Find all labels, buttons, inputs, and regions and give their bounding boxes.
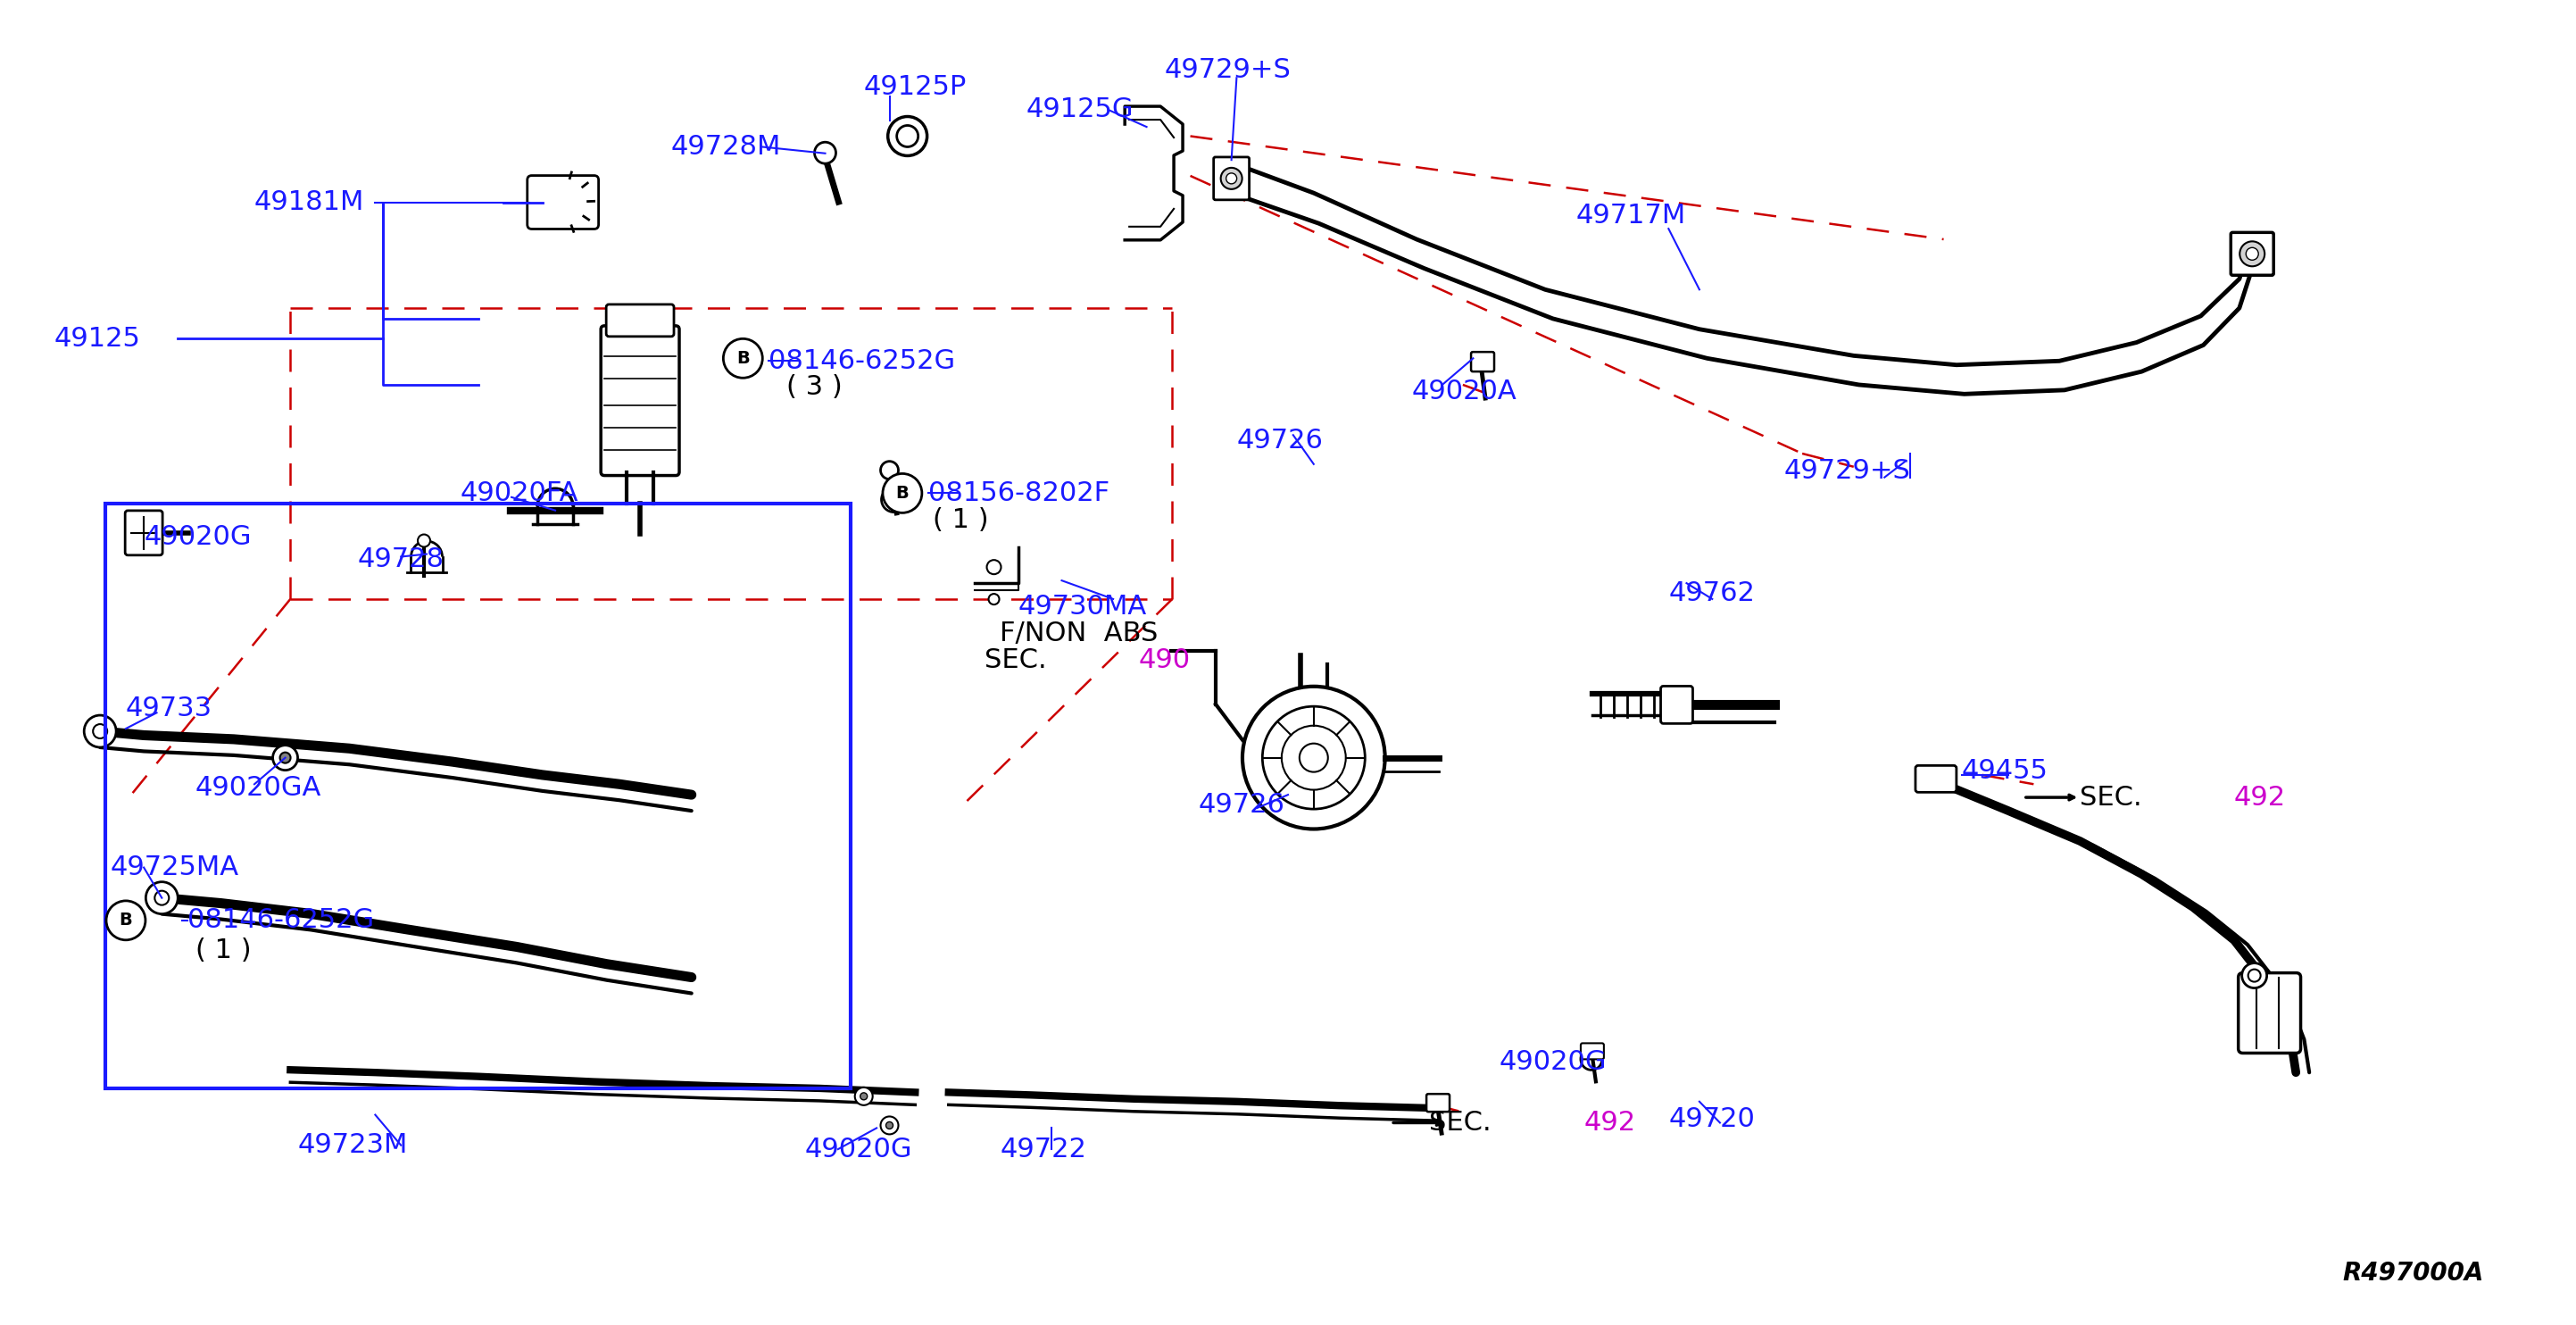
Text: SEC.: SEC. <box>984 647 1064 673</box>
FancyBboxPatch shape <box>1582 1043 1605 1059</box>
Text: 49181M: 49181M <box>255 189 366 215</box>
Circle shape <box>273 745 299 770</box>
Text: 49729+S: 49729+S <box>1164 57 1291 83</box>
FancyBboxPatch shape <box>1662 686 1692 723</box>
Text: 49020A: 49020A <box>1412 379 1517 404</box>
FancyBboxPatch shape <box>1917 766 1955 792</box>
Circle shape <box>1298 743 1329 772</box>
Text: 49717M: 49717M <box>1577 203 1685 228</box>
Text: 49730MA: 49730MA <box>1018 594 1146 620</box>
Text: 49726: 49726 <box>1236 428 1324 453</box>
FancyBboxPatch shape <box>126 510 162 555</box>
Text: 49723M: 49723M <box>299 1133 407 1158</box>
Text: 49729+S: 49729+S <box>1785 458 1911 484</box>
FancyBboxPatch shape <box>605 305 675 337</box>
Circle shape <box>147 882 178 914</box>
Text: 49125P: 49125P <box>863 74 966 101</box>
Circle shape <box>881 488 907 511</box>
Circle shape <box>814 142 835 163</box>
Circle shape <box>2239 241 2264 266</box>
Text: 49733: 49733 <box>126 696 211 722</box>
Text: 49020FA: 49020FA <box>461 480 580 506</box>
Circle shape <box>281 753 291 763</box>
Text: 49455: 49455 <box>1963 758 2048 784</box>
FancyBboxPatch shape <box>528 175 598 229</box>
Text: 492: 492 <box>2233 784 2285 811</box>
Circle shape <box>417 534 430 547</box>
Circle shape <box>884 473 922 513</box>
Circle shape <box>2246 248 2259 260</box>
FancyBboxPatch shape <box>1427 1094 1450 1112</box>
Text: ( 1 ): ( 1 ) <box>196 938 250 963</box>
Text: 49020GA: 49020GA <box>196 775 322 802</box>
Circle shape <box>1582 1048 1602 1071</box>
Text: 49125: 49125 <box>54 326 139 351</box>
Text: 49722: 49722 <box>999 1137 1087 1162</box>
Text: 49125G: 49125G <box>1025 97 1133 123</box>
Text: B: B <box>118 912 131 929</box>
Text: 49020G: 49020G <box>1499 1049 1607 1075</box>
Circle shape <box>1242 686 1386 829</box>
Circle shape <box>1226 174 1236 184</box>
FancyBboxPatch shape <box>2231 232 2275 276</box>
Text: 08146-6252G: 08146-6252G <box>188 908 374 933</box>
FancyBboxPatch shape <box>1471 352 1494 371</box>
Text: 49726: 49726 <box>1198 792 1285 819</box>
Circle shape <box>889 117 927 156</box>
Text: SEC.: SEC. <box>1430 1110 1510 1136</box>
Circle shape <box>855 1088 873 1105</box>
Text: ( 3 ): ( 3 ) <box>786 375 842 400</box>
Text: 49762: 49762 <box>1669 580 1754 607</box>
Text: 49728: 49728 <box>358 546 443 572</box>
Text: 49020G: 49020G <box>804 1137 912 1162</box>
Text: 492: 492 <box>1584 1110 1636 1136</box>
Circle shape <box>987 560 1002 574</box>
Circle shape <box>1221 168 1242 189</box>
Circle shape <box>106 901 144 939</box>
FancyBboxPatch shape <box>600 326 680 476</box>
Circle shape <box>724 339 762 378</box>
Circle shape <box>85 716 116 747</box>
Circle shape <box>860 1093 868 1100</box>
Text: B: B <box>737 350 750 367</box>
Circle shape <box>881 1117 899 1134</box>
Text: F/NON  ABS: F/NON ABS <box>999 620 1159 647</box>
Text: B: B <box>896 485 909 502</box>
Text: 08146-6252G: 08146-6252G <box>768 348 956 374</box>
Text: SEC.: SEC. <box>2079 784 2159 811</box>
Text: R497000A: R497000A <box>2342 1261 2483 1287</box>
Circle shape <box>881 461 899 480</box>
Text: 49020G: 49020G <box>144 523 252 550</box>
Text: 08156-8202F: 08156-8202F <box>927 480 1110 506</box>
Circle shape <box>886 1122 894 1129</box>
Text: 49725MA: 49725MA <box>111 855 240 880</box>
Circle shape <box>2241 963 2267 988</box>
Circle shape <box>989 594 999 604</box>
Text: 49728M: 49728M <box>670 134 781 160</box>
Text: 49720: 49720 <box>1669 1106 1754 1132</box>
Text: 490: 490 <box>1139 647 1190 673</box>
FancyBboxPatch shape <box>2239 973 2300 1053</box>
FancyBboxPatch shape <box>1213 158 1249 200</box>
Bar <box>106 504 850 1088</box>
Text: ( 1 ): ( 1 ) <box>933 506 989 533</box>
